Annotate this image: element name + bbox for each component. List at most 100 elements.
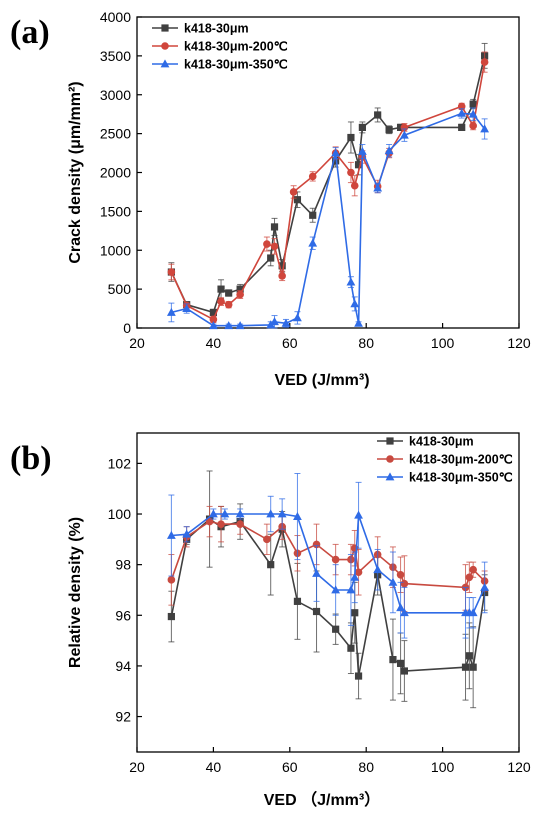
series-1-point <box>236 285 244 293</box>
series-3-point <box>166 530 176 539</box>
series-1-point <box>347 133 355 142</box>
y-tick-label: 2500 <box>100 126 131 142</box>
series-2-point <box>217 297 225 306</box>
series-1-point <box>293 597 302 605</box>
series-2-point <box>400 579 409 588</box>
series-1-point <box>167 612 175 621</box>
x-axis-title: VED (J/mm³) <box>274 372 369 389</box>
series-3-point <box>350 299 360 308</box>
plot-frame <box>136 432 520 753</box>
legend-label: k418-30μm <box>409 435 474 449</box>
series-2-point <box>278 272 286 280</box>
series-2-point <box>308 172 317 181</box>
x-tick-label: 40 <box>206 759 222 775</box>
series-3-point <box>346 277 356 286</box>
x-tick-label: 80 <box>358 335 374 351</box>
series-1-point <box>400 667 408 675</box>
series-3-point <box>308 238 318 247</box>
legend: k418-30μm k418-30μm-200℃ k418-30μm-350℃ <box>152 22 288 72</box>
legend-label: k418-30μm-200℃ <box>184 40 288 54</box>
crack-density-chart: 20 40 60 80 100 120 0 500 1000 1500 2000 2500 3000 35… <box>67 9 531 389</box>
series-3-point <box>388 577 398 586</box>
x-axis-title: VED （J/mm³） <box>264 791 380 809</box>
series-3-point <box>220 509 230 518</box>
y-axis-title: Crack density (μm/mm²) <box>67 81 84 263</box>
y-tick-label: 4000 <box>100 9 131 25</box>
series-3-point <box>480 124 490 133</box>
series-3-point <box>182 303 192 312</box>
series-3-point <box>331 148 341 157</box>
panel-label-a: (a) <box>10 14 50 51</box>
legend-marker-point <box>161 24 169 32</box>
panel-label-b: (b) <box>10 440 52 477</box>
series-3-point <box>277 509 287 518</box>
series-3-point <box>293 511 302 520</box>
series-3-point <box>209 509 218 518</box>
series-1-point <box>209 308 217 317</box>
legend-label: k418-30μm-200℃ <box>409 453 513 467</box>
x-tick-label: 20 <box>129 335 145 351</box>
x-tick-label: 80 <box>358 759 374 775</box>
series-3-point <box>270 317 279 326</box>
series-1-point <box>347 644 355 652</box>
series-3-point <box>350 572 360 581</box>
series-line <box>170 520 486 589</box>
y-tick-label: 0 <box>123 320 131 336</box>
series-1-point <box>396 659 405 667</box>
series-2-point <box>263 535 271 544</box>
series-3-point <box>373 183 383 192</box>
series-1-point <box>312 607 321 616</box>
series-1-point <box>278 262 286 270</box>
series-2-point <box>354 568 363 577</box>
series-3-point <box>209 321 218 330</box>
series-line <box>170 61 486 321</box>
series-line <box>170 518 486 677</box>
legend: k418-30μm k418-30μm-200℃ k418-30μm-350℃ <box>377 435 513 485</box>
series-3-point <box>400 130 409 139</box>
series-2-point <box>167 268 176 276</box>
series-2-point <box>205 517 214 526</box>
series-2-point <box>224 300 233 309</box>
y-tick-label: 3500 <box>100 48 131 64</box>
series-1 <box>167 470 489 709</box>
series-3-point <box>480 582 490 591</box>
series-2-point <box>263 240 271 248</box>
series-2-point <box>469 565 477 574</box>
series-3-point <box>373 565 383 574</box>
series-1-point <box>309 211 317 219</box>
series-3-point <box>235 321 245 330</box>
series-2-point <box>217 520 225 528</box>
series-1-point <box>396 123 405 132</box>
series-2 <box>167 51 489 324</box>
series-1-point <box>270 223 279 231</box>
series-3-point <box>384 146 394 155</box>
y-tick-label: 94 <box>115 658 131 674</box>
legend-label: k418-30μm <box>184 22 249 36</box>
series-1-point <box>374 111 382 119</box>
series-1-point <box>332 157 340 165</box>
series-1-point <box>267 561 275 569</box>
y-tick-label: 92 <box>115 709 131 725</box>
series-2-point <box>289 188 298 196</box>
series-3-point <box>312 568 321 577</box>
series-1-point <box>293 196 302 204</box>
series-2-point <box>312 540 321 549</box>
series-3-point <box>281 318 291 327</box>
series-2-point <box>331 555 340 564</box>
series-3-point <box>468 608 478 617</box>
series-1-point <box>458 123 466 132</box>
series-1-point <box>351 609 359 617</box>
series-2-point <box>465 573 474 582</box>
y-tick-label: 102 <box>108 455 132 471</box>
series-2-point <box>480 58 489 66</box>
series-1-point <box>465 652 473 660</box>
series-1-point <box>217 285 225 293</box>
y-tick-label: 1500 <box>100 203 131 219</box>
series-2-point <box>236 290 244 299</box>
legend-label: k418-30μm-350℃ <box>184 58 288 72</box>
x-tick-label: 120 <box>507 335 531 351</box>
y-axis-title: Relative density (%) <box>67 517 84 668</box>
series-3-point <box>266 509 276 518</box>
series-2-point <box>347 168 355 177</box>
